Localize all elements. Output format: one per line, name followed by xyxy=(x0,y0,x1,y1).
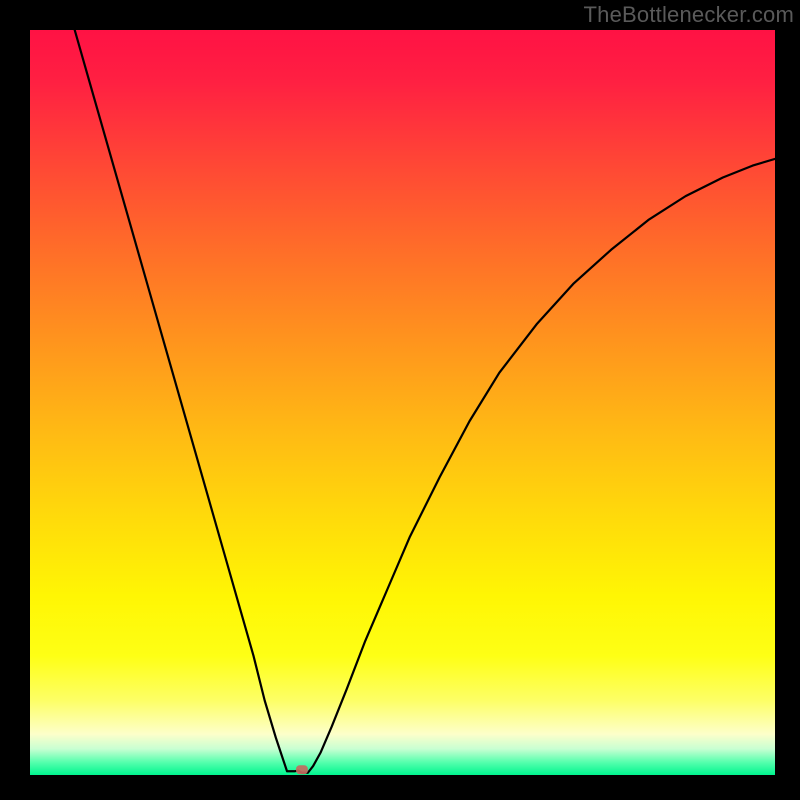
chart-frame: TheBottlenecker.com xyxy=(0,0,800,800)
optimum-marker xyxy=(296,765,308,774)
gradient-background xyxy=(30,30,775,775)
plot-area xyxy=(30,30,775,775)
plot-svg xyxy=(30,30,775,775)
watermark-text: TheBottlenecker.com xyxy=(584,2,794,28)
